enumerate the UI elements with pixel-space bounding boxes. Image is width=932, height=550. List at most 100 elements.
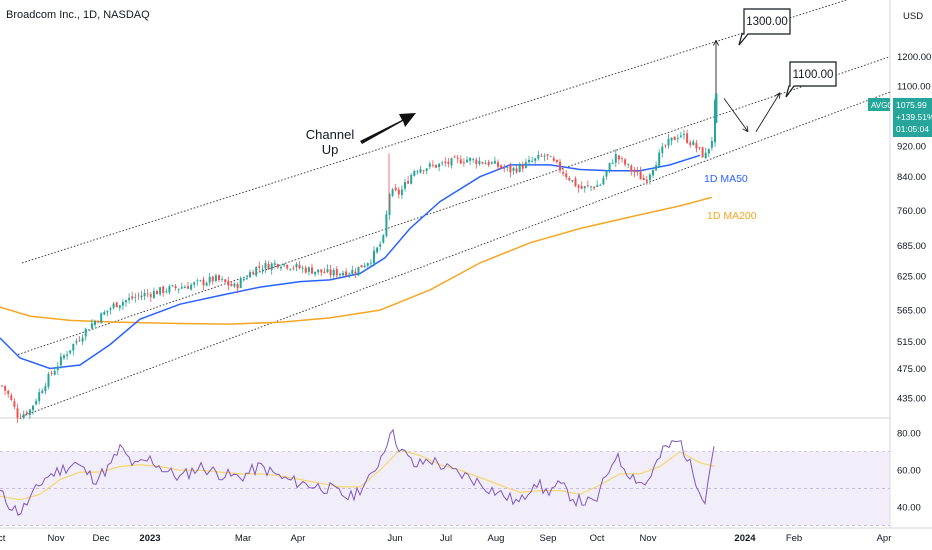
candle	[41, 388, 44, 394]
candle	[537, 150, 540, 161]
time-label: Feb	[786, 533, 802, 544]
candle	[66, 351, 69, 360]
badge-change: +139.51%	[896, 112, 932, 122]
time-label: Oct	[590, 533, 605, 544]
target-high-label: 1300.00	[746, 16, 788, 28]
candle	[394, 183, 397, 192]
candle	[323, 267, 326, 274]
price-tick: 1100.00	[897, 81, 931, 92]
price-candles	[1, 93, 718, 423]
candle	[360, 265, 363, 268]
candle	[528, 155, 530, 165]
candle	[704, 147, 707, 160]
candle	[605, 170, 608, 180]
candle	[171, 284, 174, 287]
candle	[425, 167, 428, 175]
candle	[698, 146, 701, 150]
candle	[497, 159, 499, 170]
candle	[692, 139, 695, 146]
candle	[518, 162, 521, 173]
candle	[366, 262, 369, 269]
candle	[543, 153, 546, 162]
candle	[683, 129, 685, 140]
candle	[593, 185, 596, 190]
candle	[602, 175, 605, 186]
channel-lines	[17, 0, 891, 417]
rsi-tick: 80.00	[897, 429, 921, 440]
candle	[211, 275, 214, 285]
candle	[388, 192, 391, 220]
channel-label-line2: Up	[322, 142, 339, 157]
candle	[555, 159, 558, 164]
candle	[131, 291, 134, 301]
candle	[75, 338, 78, 346]
candle	[121, 299, 124, 311]
candle	[193, 281, 196, 288]
badge-price: 1075.99	[896, 100, 927, 110]
candle	[320, 269, 323, 277]
price-tick: 1200.00	[897, 52, 931, 63]
candle	[87, 329, 90, 331]
candle	[695, 140, 698, 153]
candle	[69, 350, 72, 355]
candle	[152, 287, 155, 299]
price-badge: AVGO 1075.99 +139.51% 01:05:04	[868, 98, 932, 137]
candle	[679, 131, 682, 139]
candle	[38, 388, 41, 405]
candle	[90, 319, 93, 330]
candle	[475, 157, 478, 169]
candle	[590, 185, 592, 192]
price-axis[interactable]: USD 1200.00 1100.00 920.00 840.00 760.00 685.…	[897, 11, 931, 405]
candle	[435, 164, 437, 169]
candle	[444, 157, 447, 167]
rsi-axis[interactable]: 80.00 60.00 40.00	[897, 429, 921, 514]
candle	[667, 134, 670, 149]
candle	[280, 264, 282, 272]
candle	[286, 264, 289, 271]
target-1300-callout: 1300.00	[738, 8, 791, 46]
price-tick: 685.00	[897, 241, 926, 252]
candle	[481, 161, 484, 165]
candle	[183, 285, 186, 289]
channel-arrow-icon	[360, 113, 416, 144]
ma200-line	[0, 196, 713, 325]
candle	[180, 282, 183, 290]
ma50-path	[0, 154, 701, 370]
candle	[13, 398, 16, 410]
badge-ticker: AVGO	[871, 101, 894, 110]
candle	[478, 157, 481, 166]
candle	[376, 246, 379, 254]
candle	[25, 410, 28, 416]
candle	[419, 165, 422, 174]
candle	[357, 266, 360, 277]
candle	[648, 173, 651, 185]
currency-label: USD	[903, 11, 923, 22]
candle	[162, 285, 165, 297]
candle	[4, 385, 7, 396]
candle	[636, 167, 639, 176]
candle	[202, 276, 205, 290]
candle	[128, 293, 131, 304]
candle	[311, 263, 313, 274]
candle	[100, 312, 103, 324]
candle	[673, 136, 676, 141]
time-label: Jun	[387, 533, 402, 544]
candle	[441, 160, 444, 166]
candle	[332, 268, 335, 280]
candle	[53, 367, 56, 376]
price-tick: 435.00	[897, 394, 926, 405]
candle	[174, 283, 177, 291]
candle	[652, 169, 654, 179]
candle	[624, 158, 627, 167]
time-axis[interactable]: Oct Nov Dec 2023 Mar Apr Jun Jul Aug Sep Oct Nov 202…	[0, 533, 891, 544]
candle	[400, 185, 403, 199]
candle	[177, 288, 180, 294]
candle	[549, 155, 552, 158]
candle	[1, 384, 3, 388]
candle	[453, 155, 456, 158]
candle	[552, 155, 555, 163]
candle	[422, 169, 425, 175]
candle	[59, 352, 62, 369]
candle	[413, 169, 416, 177]
